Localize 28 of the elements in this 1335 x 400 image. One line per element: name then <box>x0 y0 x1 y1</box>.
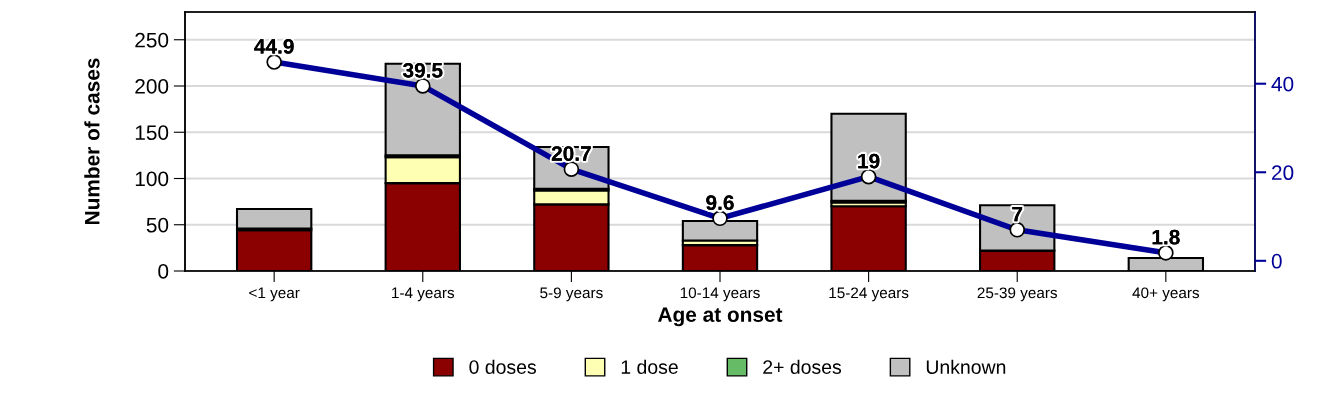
data-label: 1.8 <box>1152 229 1180 245</box>
x-tick-label: 10-14 years <box>680 287 760 302</box>
y-tick-label: 250 <box>135 32 169 48</box>
y-tick-label: 100 <box>135 171 169 187</box>
x-tick-label: 25-39 years <box>977 287 1058 302</box>
y2-tick-label: 20 <box>1272 165 1294 181</box>
data-label: 9.6 <box>706 195 734 211</box>
legend-label: Unknown <box>926 359 1006 374</box>
data-label: 7 <box>1012 207 1023 222</box>
legend-label: 2+ doses <box>763 359 842 374</box>
y2-tick-label: 40 <box>1271 76 1294 92</box>
data-label: 19 <box>858 153 880 169</box>
x-axis-title: Age at onset <box>658 307 783 327</box>
x-tick-label: 15-24 years <box>829 287 909 302</box>
data-label: 44.9 <box>254 38 294 54</box>
x-tick-label: 5-9 years <box>540 287 603 302</box>
x-tick-label: 40+ years <box>1132 287 1200 302</box>
data-label: 39.5 <box>402 62 443 78</box>
y2-tick-label: 0 <box>1271 253 1282 269</box>
legend-label: 0 doses <box>469 359 536 374</box>
x-tick-label: 1-4 years <box>392 287 455 302</box>
y-axis-title: Number of cases <box>84 58 100 225</box>
y-tick-label: 50 <box>146 217 169 233</box>
x-tick-label: <1 year <box>249 287 300 302</box>
y-tick-label: 150 <box>135 125 169 140</box>
legend-label: 1 dose <box>621 359 678 374</box>
y-tick-label: 0 <box>158 264 169 279</box>
y-tick-label: 200 <box>135 79 169 94</box>
